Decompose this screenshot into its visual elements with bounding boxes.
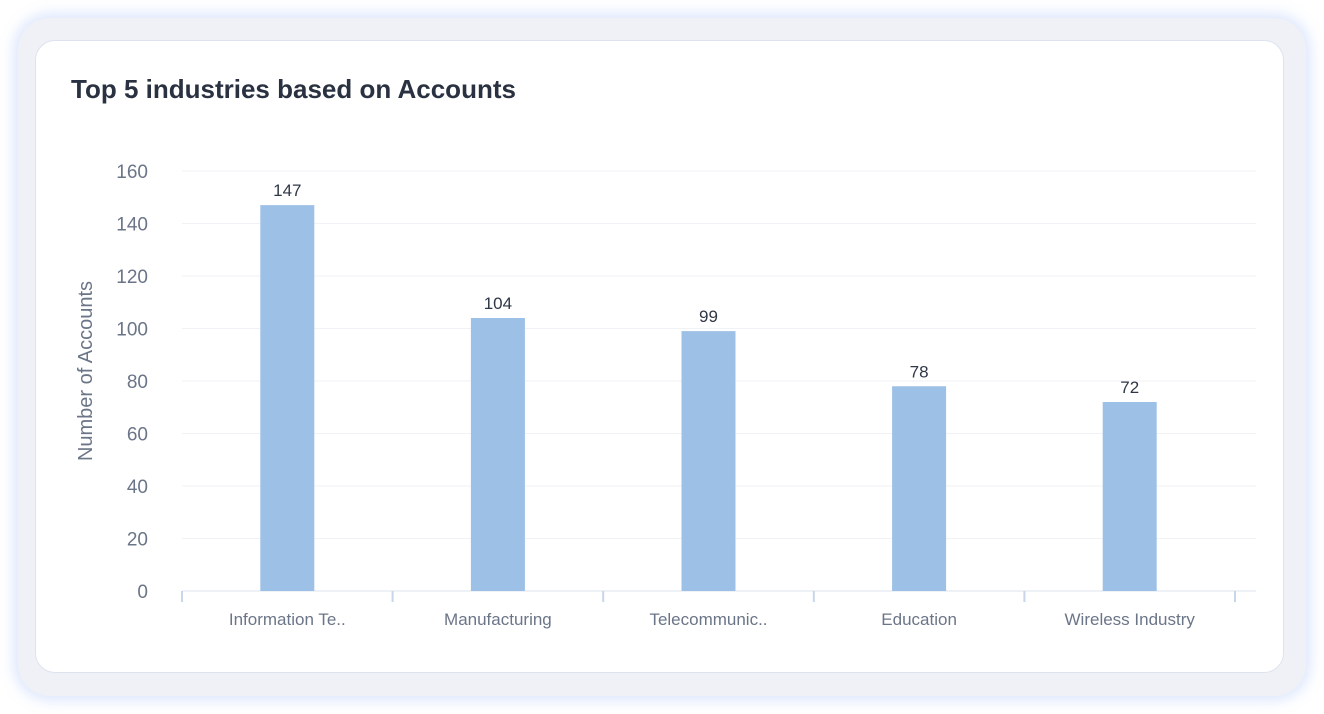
- x-tick-label: Wireless Industry: [1065, 610, 1196, 629]
- bar: [260, 205, 315, 591]
- bar: [1102, 402, 1157, 591]
- data-label: 147: [273, 181, 301, 200]
- bar: [681, 331, 736, 591]
- data-label: 72: [1120, 378, 1139, 397]
- x-tick-label: Telecommunic..: [649, 610, 767, 629]
- y-tick-label: 40: [127, 477, 148, 498]
- y-axis-label: Number of Accounts: [75, 281, 97, 461]
- chart-card: [35, 40, 1284, 673]
- x-tick-label: Manufacturing: [444, 610, 552, 629]
- y-tick-label: 80: [127, 372, 148, 393]
- x-tick-label: Education: [881, 610, 957, 629]
- y-tick-label: 120: [116, 267, 148, 288]
- data-label: 104: [484, 294, 512, 313]
- y-tick-label: 140: [116, 215, 148, 236]
- y-tick-label: 20: [127, 530, 148, 551]
- y-tick-label: 100: [116, 320, 148, 341]
- y-tick-label: 60: [127, 425, 148, 446]
- x-tick-label: Information Te..: [229, 610, 346, 629]
- chart-title: Top 5 industries based on Accounts: [71, 74, 516, 104]
- y-tick-label: 0: [137, 582, 148, 603]
- data-label: 78: [910, 362, 929, 381]
- bar: [892, 386, 947, 591]
- bar: [470, 318, 525, 591]
- data-label: 99: [699, 307, 718, 326]
- y-tick-label: 160: [116, 162, 148, 183]
